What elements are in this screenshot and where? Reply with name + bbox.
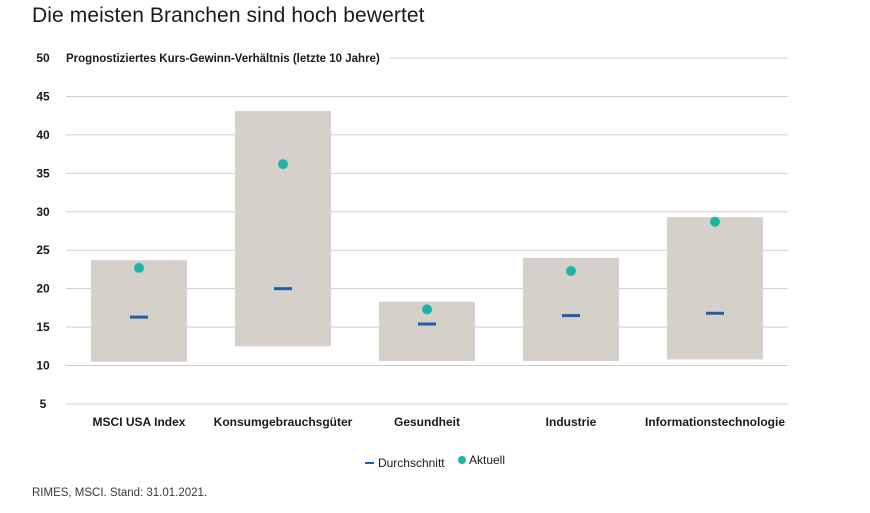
y-tick-label: 35 <box>36 166 50 180</box>
y-tick-label: 25 <box>36 243 50 257</box>
legend: Durchschnitt Aktuell <box>0 453 870 470</box>
x-tick-label: Industrie <box>546 415 597 429</box>
legend-label-current: Aktuell <box>469 453 506 467</box>
range-chart: 50 45 40 35 30 25 20 15 10 5 MSCI USA Index Konsum… <box>36 51 788 429</box>
legend-item-current: Aktuell <box>452 453 505 467</box>
y-tick-label: 5 <box>40 397 47 411</box>
y-tick-label: 45 <box>36 89 50 103</box>
x-tick-label: Informationstechnologie <box>645 415 785 429</box>
legend-label-average: Durchschnitt <box>377 456 445 470</box>
current-marker <box>710 216 720 227</box>
source-note: RIMES, MSCI. Stand: 31.01.2021. <box>32 487 208 499</box>
average-marker-icon <box>364 462 374 464</box>
y-tick-label: 15 <box>36 320 50 334</box>
current-marker <box>566 265 576 276</box>
current-marker <box>422 304 432 315</box>
average-marker <box>274 287 292 291</box>
subtitle-background <box>62 51 390 67</box>
legend-item-average: Durchschnitt <box>364 456 445 470</box>
y-tick-label: 50 <box>36 51 50 65</box>
range-box <box>667 217 763 360</box>
current-marker <box>278 159 288 170</box>
current-marker <box>134 262 144 273</box>
x-tick-label: Gesundheit <box>394 415 460 429</box>
average-marker <box>130 315 148 319</box>
average-markers <box>130 287 724 326</box>
y-tick-label: 40 <box>36 128 50 142</box>
current-markers <box>134 159 720 315</box>
y-axis-ticks: 50 45 40 35 30 25 20 15 10 5 <box>36 51 50 411</box>
y-tick-label: 30 <box>36 205 50 219</box>
y-tick-label: 20 <box>36 282 50 296</box>
x-axis-labels: MSCI USA Index Konsumgebrauchsgüter Gesund… <box>93 415 786 429</box>
x-tick-label: MSCI USA Index <box>93 415 186 429</box>
average-marker <box>418 322 436 326</box>
average-marker <box>562 314 580 318</box>
y-tick-label: 10 <box>36 359 50 373</box>
x-tick-label: Konsumgebrauchsgüter <box>214 415 353 429</box>
chart-title: Die meisten Branchen sind hoch bewertet <box>32 4 425 27</box>
current-marker-icon <box>458 456 466 464</box>
range-box <box>235 111 331 347</box>
chart-subtitle: Prognostiziertes Kurs-Gewinn-Verhältnis … <box>66 53 380 65</box>
average-marker <box>706 311 724 315</box>
range-box <box>91 260 187 362</box>
